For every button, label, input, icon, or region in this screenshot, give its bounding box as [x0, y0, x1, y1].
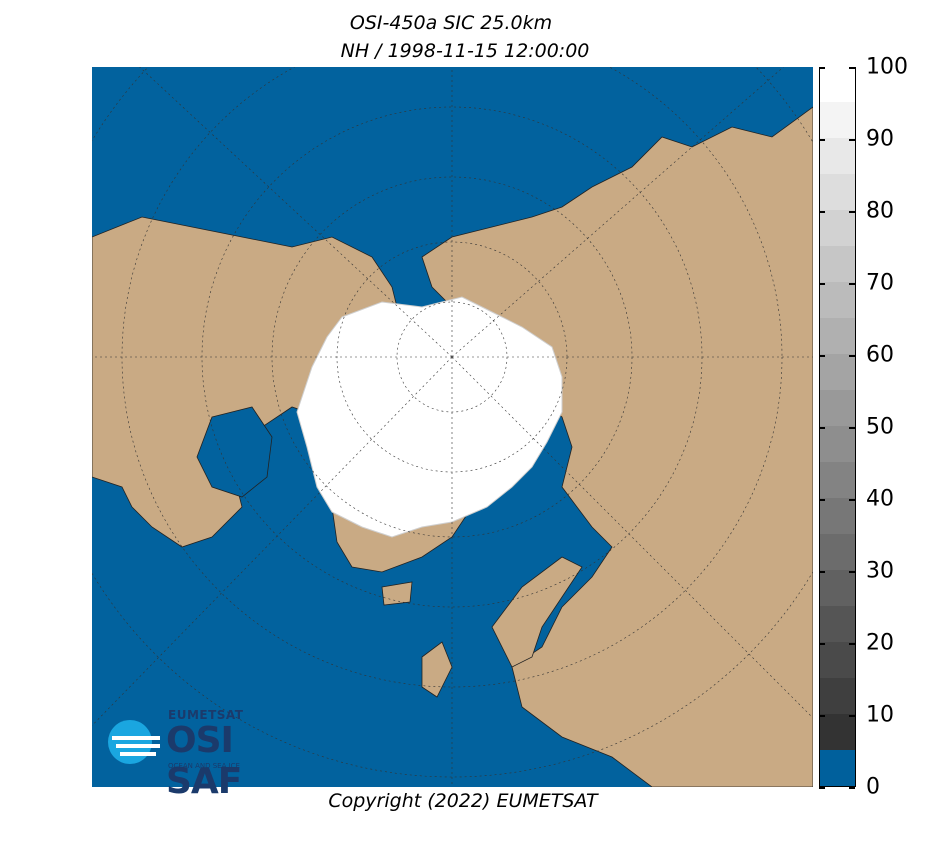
colorbar-band [820, 174, 855, 210]
colorbar-tick-mark [849, 427, 855, 429]
colorbar-tick-label: 0 [866, 774, 880, 800]
colorbar-tick-label: 30 [866, 558, 894, 584]
colorbar-tick-mark [819, 283, 825, 285]
land-british-isles [421, 641, 453, 698]
colorbar-band [820, 462, 855, 498]
colorbar-tick-mark [849, 139, 855, 141]
colorbar-band [820, 246, 855, 282]
colorbar-band [820, 750, 855, 786]
colorbar-tick-label: 70 [866, 270, 894, 296]
colorbar-band [820, 282, 855, 318]
colorbar-band [820, 210, 855, 246]
colorbar-tick-mark [849, 67, 855, 69]
colorbar-tick-mark [819, 715, 825, 717]
colorbar-tick-label: 20 [866, 630, 894, 656]
colorbar-tick-mark [819, 787, 825, 789]
colorbar-tick-mark [849, 211, 855, 213]
colorbar-tick-mark [849, 283, 855, 285]
colorbar-tick-mark [819, 643, 825, 645]
colorbar-tick-mark [849, 571, 855, 573]
colorbar-band [820, 534, 855, 570]
colorbar-band [820, 714, 855, 750]
osi-saf-swirl-icon [108, 720, 160, 764]
colorbar-tick-label: 80 [866, 198, 894, 224]
colorbar-tick-mark [849, 715, 855, 717]
colorbar-band [820, 318, 855, 354]
colorbar-tick-mark [849, 499, 855, 501]
colorbar-tick-mark [849, 355, 855, 357]
colorbar-band [820, 138, 855, 174]
colorbar-tick-mark [819, 499, 825, 501]
colorbar-band [820, 498, 855, 534]
colorbar-band [820, 570, 855, 606]
colorbar-band [820, 66, 855, 102]
colorbar-band [820, 606, 855, 642]
colorbar-tick-mark [819, 139, 825, 141]
colorbar-tick-mark [819, 67, 825, 69]
hudson-bay [196, 406, 273, 498]
colorbar-tick-mark [819, 211, 825, 213]
colorbar-band [820, 642, 855, 678]
sea-ice [296, 296, 563, 538]
copyright-text: Copyright (2022) EUMETSAT [328, 790, 598, 812]
colorbar-tick-label: 50 [866, 414, 894, 440]
colorbar-tick-label: 40 [866, 486, 894, 512]
colorbar-tick-mark [819, 427, 825, 429]
colorbar-tick-label: 90 [866, 126, 894, 152]
logo-osisaf-text: OSI SAF [166, 720, 242, 802]
colorbar-band [820, 102, 855, 138]
sea-ice-concentration-map [92, 67, 813, 787]
colorbar-tick-label: 10 [866, 702, 894, 728]
map-title-line2: NH / 1998-11-15 12:00:00 [340, 40, 590, 62]
map-title-line1: OSI-450a SIC 25.0km [349, 12, 553, 34]
land-scandinavia [491, 556, 583, 668]
logo-eumetsat-text: EUMETSAT [168, 708, 244, 722]
colorbar-band [820, 354, 855, 390]
colorbar-tick-label: 100 [866, 54, 908, 80]
logo-subtitle-text: OCEAN AND SEA ICE [168, 762, 240, 770]
colorbar-tick-label: 60 [866, 342, 894, 368]
colorbar-band [820, 678, 855, 714]
graticule [92, 67, 813, 787]
colorbar-tick-mark [819, 355, 825, 357]
colorbar-tick-mark [849, 643, 855, 645]
colorbar-band [820, 426, 855, 462]
colorbar-tick-mark [849, 787, 855, 789]
colorbar-tick-mark [819, 571, 825, 573]
osi-saf-logo: EUMETSAT OSI SAF OCEAN AND SEA ICE [106, 706, 316, 802]
colorbar-band [820, 390, 855, 426]
